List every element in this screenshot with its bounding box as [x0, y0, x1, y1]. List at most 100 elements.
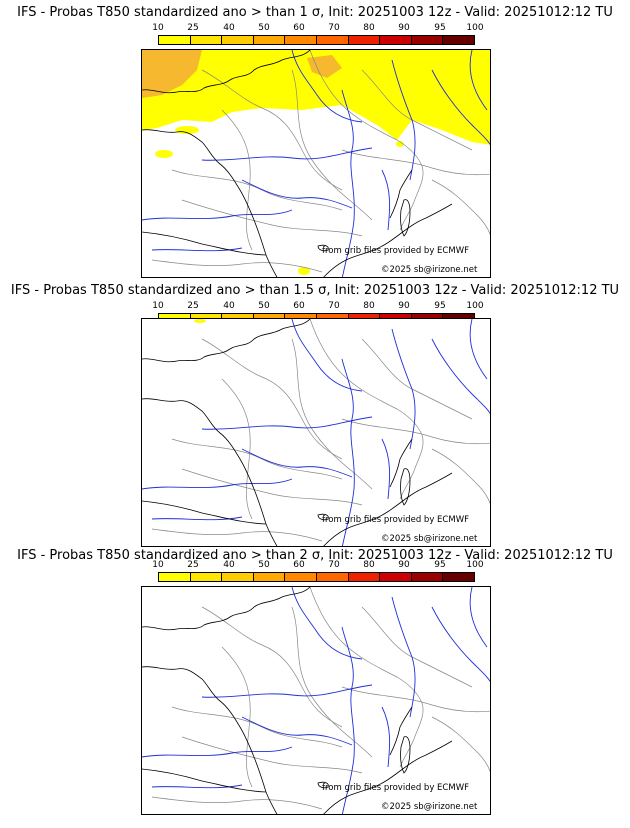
river-line — [391, 596, 416, 718]
coastline — [142, 500, 267, 525]
source-credit: from grib files provided by ECMWF — [322, 783, 469, 793]
river-line — [201, 416, 373, 430]
corsica-outline — [400, 199, 411, 237]
admin-border-line — [181, 199, 363, 237]
colorbar-tick-label: 100 — [466, 560, 484, 570]
admin-border-line — [341, 686, 490, 713]
river-line — [341, 89, 355, 277]
colorbar-segment — [159, 36, 191, 44]
river-line — [142, 746, 293, 758]
river-line — [291, 587, 363, 660]
admin-border-line — [431, 716, 490, 773]
corsica-outline — [400, 736, 411, 774]
river-line — [151, 247, 243, 252]
map-svg — [142, 319, 490, 546]
coastline — [323, 472, 453, 546]
river-line — [201, 684, 373, 698]
prob-orange-area — [142, 50, 202, 98]
map-lines — [142, 319, 490, 546]
panel-title: IFS - Probas T850 standardized ano > tha… — [17, 5, 613, 20]
balearic-outline — [317, 244, 329, 252]
river-line — [291, 50, 363, 123]
copyright-credit: ©2025 sb@irizone.net — [381, 802, 478, 812]
colorbar-tick-label: 50 — [258, 301, 270, 311]
colorbar-tick-label: 40 — [223, 301, 235, 311]
panel-3: IFS - Probas T850 standardized ano > tha… — [0, 548, 630, 818]
colorbar-tick-label: 80 — [363, 301, 375, 311]
colorbar-tick-label: 60 — [293, 560, 305, 570]
probability-fill — [142, 50, 490, 275]
copyright-credit: ©2025 sb@irizone.net — [381, 534, 478, 544]
admin-border-line — [151, 259, 323, 273]
river-line — [142, 209, 293, 221]
colorbar-tick-label: 100 — [466, 23, 484, 33]
colorbar-segment — [348, 573, 381, 581]
corsica-outline — [400, 468, 411, 506]
source-credit: from grib files provided by ECMWF — [322, 515, 469, 525]
panel-1: IFS - Probas T850 standardized ano > tha… — [0, 0, 630, 278]
map-frame: from grib files provided by ECMWF ©2025 … — [141, 318, 491, 547]
river-line — [391, 328, 416, 450]
admin-border-line — [221, 378, 253, 520]
coastline — [142, 768, 267, 793]
panel-title: IFS - Probas T850 standardized ano > tha… — [10, 283, 620, 298]
colorbar-tick-label: 60 — [293, 301, 305, 311]
river-line — [381, 706, 391, 768]
admin-border-line — [341, 149, 490, 176]
colorbar-tick-label: 100 — [466, 301, 484, 311]
admin-border-line — [221, 109, 253, 251]
admin-border-line — [201, 606, 343, 728]
river-line — [469, 50, 488, 111]
map-svg — [142, 587, 490, 814]
balearic-outline — [317, 513, 329, 521]
admin-border-line — [361, 606, 473, 688]
colorbar-ticks: 10 25 40 50 60 70 80 90 95 100 — [0, 23, 630, 34]
probability-fill — [194, 319, 206, 323]
colorbar-tick-label: 95 — [434, 560, 446, 570]
colorbar-tick-label: 60 — [293, 23, 305, 33]
river-line — [341, 358, 355, 546]
colorbar-segment — [380, 36, 412, 44]
colorbar — [158, 35, 475, 45]
colorbar-segment — [285, 36, 317, 44]
colorbar-tick-label: 50 — [258, 560, 270, 570]
river-line — [381, 438, 391, 500]
coastline — [389, 169, 413, 219]
admin-border-line — [309, 319, 424, 500]
colorbar-segment — [348, 36, 381, 44]
colorbar-tick-label: 90 — [398, 23, 410, 33]
prob-yellow-spot — [396, 141, 404, 147]
admin-border-line — [201, 338, 343, 460]
prob-yellow-area — [142, 50, 490, 145]
river-line — [431, 606, 490, 683]
colorbar-segment — [190, 36, 223, 44]
admin-border-line — [151, 528, 323, 542]
river-line — [241, 448, 353, 478]
colorbar-segment — [222, 573, 254, 581]
map-svg — [142, 50, 490, 277]
colorbar-tick-label: 10 — [152, 560, 164, 570]
source-credit: from grib files provided by ECMWF — [322, 246, 469, 256]
map-lines — [142, 587, 490, 814]
river-line — [151, 516, 243, 521]
colorbar-segment — [316, 573, 349, 581]
coastline — [389, 706, 413, 756]
river-line — [381, 169, 391, 231]
colorbar-tick-label: 40 — [223, 23, 235, 33]
colorbar-segment — [285, 573, 317, 581]
admin-border-line — [309, 587, 424, 768]
colorbar-segment — [380, 573, 412, 581]
colorbar-segment — [411, 36, 444, 44]
colorbar-tick-label: 50 — [258, 23, 270, 33]
coastline — [389, 438, 413, 488]
colorbar-tick-label: 80 — [363, 23, 375, 33]
map-frame: from grib files provided by ECMWF ©2025 … — [141, 49, 491, 278]
prob-yellow-spot — [298, 267, 310, 275]
admin-border-line — [341, 418, 490, 445]
map-frame: from grib files provided by ECMWF ©2025 … — [141, 586, 491, 815]
river-line — [291, 319, 363, 392]
river-line — [341, 626, 355, 814]
prob-yellow-spot — [194, 319, 206, 323]
admin-border-line — [171, 438, 343, 480]
colorbar-segment — [190, 573, 223, 581]
